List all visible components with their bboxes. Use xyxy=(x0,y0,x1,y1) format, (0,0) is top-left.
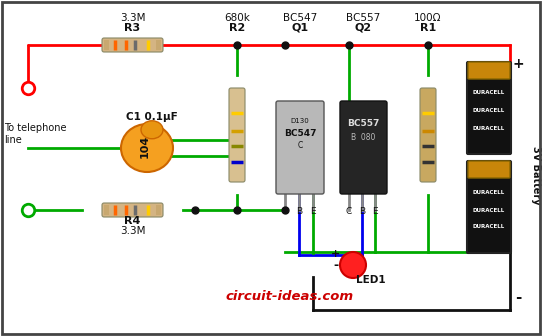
Text: B: B xyxy=(296,207,302,216)
Bar xyxy=(156,205,161,215)
Text: BC557: BC557 xyxy=(346,13,380,23)
Text: BC547: BC547 xyxy=(284,129,316,138)
Text: BC547: BC547 xyxy=(283,13,317,23)
Bar xyxy=(104,205,109,215)
FancyBboxPatch shape xyxy=(468,161,510,178)
Ellipse shape xyxy=(121,124,173,172)
Text: E: E xyxy=(310,207,316,216)
Text: 3V Battery: 3V Battery xyxy=(531,146,541,204)
Bar xyxy=(156,40,161,50)
Text: DURACELL: DURACELL xyxy=(473,190,505,195)
FancyBboxPatch shape xyxy=(340,101,387,194)
FancyBboxPatch shape xyxy=(102,38,163,52)
FancyBboxPatch shape xyxy=(229,88,245,182)
Text: C: C xyxy=(282,207,288,216)
Text: +: + xyxy=(331,249,340,259)
Text: B  080: B 080 xyxy=(351,133,376,142)
Text: D130: D130 xyxy=(291,118,309,124)
Text: R4: R4 xyxy=(124,216,141,226)
Text: -: - xyxy=(515,290,521,305)
Text: Q1: Q1 xyxy=(292,23,308,33)
Text: DURACELL: DURACELL xyxy=(473,208,505,212)
Text: C: C xyxy=(298,141,302,151)
Text: 680k: 680k xyxy=(224,13,250,23)
Text: LED1: LED1 xyxy=(356,275,386,285)
FancyBboxPatch shape xyxy=(420,88,436,182)
Text: line: line xyxy=(4,135,22,145)
Text: R2: R2 xyxy=(229,23,245,33)
Text: R3: R3 xyxy=(125,23,140,33)
Text: 3.3M: 3.3M xyxy=(120,13,145,23)
Text: C: C xyxy=(346,207,352,216)
Text: 100Ω: 100Ω xyxy=(414,13,442,23)
Text: +: + xyxy=(512,57,524,71)
Text: To telephone: To telephone xyxy=(4,123,67,133)
Text: Q2: Q2 xyxy=(355,23,372,33)
Ellipse shape xyxy=(141,121,163,139)
Text: R1: R1 xyxy=(420,23,436,33)
Text: C1 0.1μF: C1 0.1μF xyxy=(126,112,178,122)
Text: BC557: BC557 xyxy=(347,120,380,128)
FancyBboxPatch shape xyxy=(102,203,163,217)
Text: E: E xyxy=(372,207,378,216)
Text: DURACELL: DURACELL xyxy=(473,109,505,114)
Text: 104: 104 xyxy=(140,134,150,158)
Text: B: B xyxy=(359,207,365,216)
Bar xyxy=(104,40,109,50)
FancyBboxPatch shape xyxy=(467,62,511,154)
FancyBboxPatch shape xyxy=(468,62,510,79)
Text: DURACELL: DURACELL xyxy=(473,126,505,130)
Text: 3.3M: 3.3M xyxy=(120,226,145,236)
Text: -: - xyxy=(333,259,339,272)
FancyBboxPatch shape xyxy=(467,161,511,253)
Circle shape xyxy=(340,252,366,278)
Text: circuit-ideas.com: circuit-ideas.com xyxy=(226,290,354,303)
FancyBboxPatch shape xyxy=(276,101,324,194)
Text: DURACELL: DURACELL xyxy=(473,90,505,95)
Text: DURACELL: DURACELL xyxy=(473,224,505,229)
